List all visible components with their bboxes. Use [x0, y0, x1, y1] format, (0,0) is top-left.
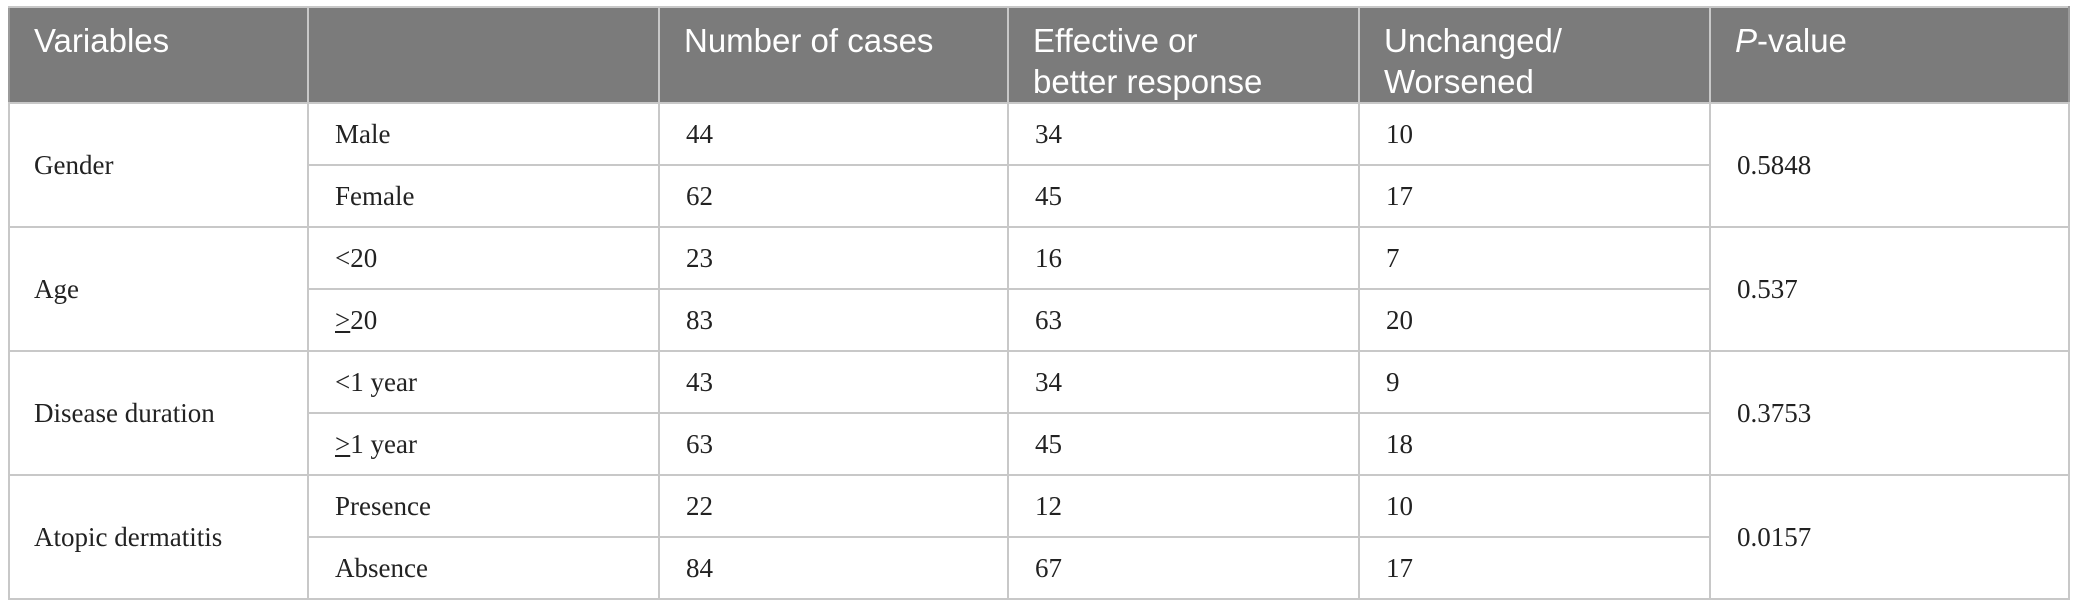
effective-cell: 12 [1007, 474, 1360, 538]
cases-cell: 23 [658, 226, 1009, 290]
table-row: Female 62 45 17 [9, 164, 2069, 228]
p-value-cell: 0.3753 [1709, 350, 2070, 476]
header-effective-response: Effective or better response [1007, 6, 1359, 104]
header-blank [307, 6, 659, 104]
sub-label-rest: 20 [350, 304, 378, 335]
sub-label: Presence [307, 474, 660, 538]
header-variables: Variables [8, 6, 308, 104]
cases-cell: 84 [658, 536, 1009, 600]
effective-cell: 63 [1007, 288, 1360, 352]
cases-cell: 63 [658, 412, 1009, 476]
table-row: Gender Male 44 34 10 0.5848 [8, 102, 2070, 228]
effective-cell: 16 [1007, 226, 1360, 290]
unchanged-cell: 17 [1358, 164, 1711, 228]
sub-label: <1 year [307, 350, 660, 414]
ge-symbol: > [335, 304, 351, 335]
sub-label: Female [307, 164, 660, 228]
effective-cell: 34 [1007, 102, 1360, 166]
cases-cell: 62 [658, 164, 1009, 228]
cases-cell: 43 [658, 350, 1009, 414]
header-unchanged-line1: Unchanged/ [1384, 22, 1562, 59]
sub-label: Male [307, 102, 660, 166]
header-unchanged-line2: Worsened [1384, 63, 1534, 100]
table-row: Absence 84 67 17 [9, 536, 2069, 600]
header-row: Variables Number of cases Effective or be… [8, 6, 2070, 104]
group-atopic-dermatitis: Atopic dermatitis [8, 474, 309, 600]
unchanged-cell: 20 [1358, 288, 1711, 352]
sub-label: >1 year [307, 412, 660, 476]
sub-label-rest: 1 year [350, 428, 417, 459]
header-p-value: P-value [1709, 6, 2070, 104]
table-row: Age <20 23 16 7 0.537 [8, 226, 2070, 352]
table-row: Atopic dermatitis Presence 22 12 10 0.01… [8, 474, 2070, 600]
group-disease-duration: Disease duration [8, 350, 309, 476]
table-row: Disease duration <1 year 43 34 9 0.3753 [8, 350, 2070, 476]
effective-cell: 67 [1007, 536, 1360, 600]
group-gender: Gender [8, 102, 309, 228]
sub-label: >20 [307, 288, 660, 352]
cases-cell: 22 [658, 474, 1009, 538]
unchanged-cell: 7 [1358, 226, 1711, 290]
p-value-cell: 0.5848 [1709, 102, 2070, 228]
unchanged-cell: 10 [1358, 474, 1711, 538]
header-effective-line1: Effective or [1033, 22, 1198, 59]
header-effective-line2: better response [1033, 63, 1263, 100]
results-table: Variables Number of cases Effective or be… [8, 6, 2070, 600]
effective-cell: 45 [1007, 164, 1360, 228]
header-p-letter: P [1735, 22, 1758, 59]
effective-cell: 45 [1007, 412, 1360, 476]
effective-cell: 34 [1007, 350, 1360, 414]
ge-symbol: > [335, 428, 351, 459]
cases-cell: 83 [658, 288, 1009, 352]
sub-label: <20 [307, 226, 660, 290]
unchanged-cell: 9 [1358, 350, 1711, 414]
unchanged-cell: 18 [1358, 412, 1711, 476]
header-p-suffix: -value [1757, 22, 1847, 59]
unchanged-cell: 10 [1358, 102, 1711, 166]
table-row: >20 83 63 20 [9, 288, 2069, 352]
sub-label: Absence [307, 536, 660, 600]
header-number-of-cases: Number of cases [658, 6, 1008, 104]
p-value-cell: 0.537 [1709, 226, 2070, 352]
unchanged-cell: 17 [1358, 536, 1711, 600]
header-unchanged-worsened: Unchanged/Worsened [1358, 6, 1710, 104]
p-value-cell: 0.0157 [1709, 474, 2070, 600]
table-row: >1 year 63 45 18 [9, 412, 2069, 476]
group-age: Age [8, 226, 309, 352]
cases-cell: 44 [658, 102, 1009, 166]
